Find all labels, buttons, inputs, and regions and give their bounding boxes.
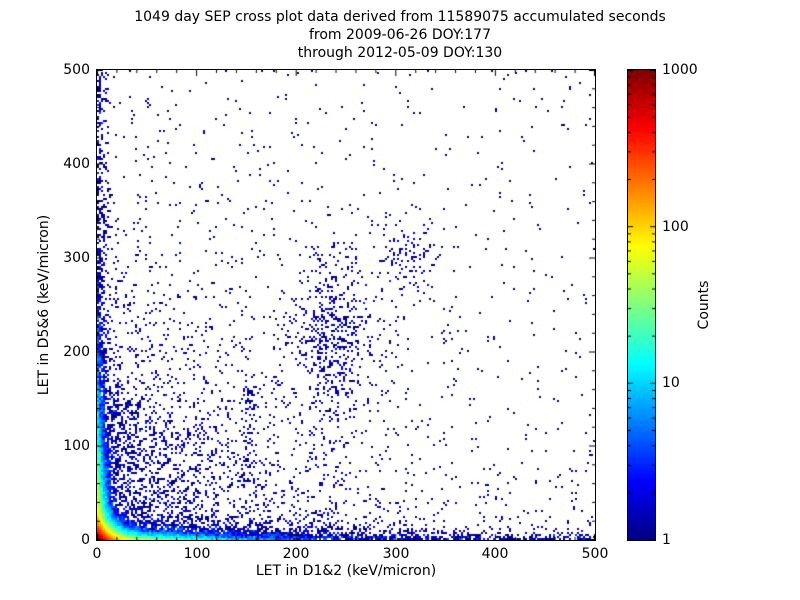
y-tick-label: 300	[63, 250, 90, 266]
y-tick-label: 200	[63, 344, 90, 360]
colorbar-gradient-canvas	[628, 70, 655, 540]
chart-subtitle-from: from 2009-06-26 DOY:177	[308, 27, 491, 43]
colorbar-tick-label: 100	[662, 219, 689, 235]
scatter-density-canvas	[97, 70, 595, 540]
x-tick-label: 500	[581, 546, 609, 562]
y-tick-label: 0	[81, 532, 90, 548]
y-axis-label: LET in D5&6 (keV/micron)	[36, 214, 52, 396]
colorbar-tick-label: 10	[662, 375, 680, 391]
x-tick-label: 400	[481, 546, 509, 562]
colorbar	[627, 69, 656, 541]
colorbar-tick-label: 1000	[662, 62, 698, 78]
plot-area	[96, 69, 596, 541]
colorbar-axis-label: Counts	[696, 280, 712, 330]
x-tick-label: 300	[382, 546, 410, 562]
y-tick-label: 500	[63, 62, 90, 78]
colorbar-tick-label: 1	[662, 532, 671, 548]
y-tick-label: 400	[63, 156, 90, 172]
x-tick-label: 100	[183, 546, 211, 562]
chart-title: 1049 day SEP cross plot data derived fro…	[134, 9, 666, 25]
x-tick-label: 0	[92, 546, 102, 562]
x-tick-label: 200	[282, 546, 310, 562]
y-tick-label: 100	[63, 438, 90, 454]
x-axis-label: LET in D1&2 (keV/micron)	[255, 563, 437, 579]
chart-subtitle-through: through 2012-05-09 DOY:130	[297, 45, 503, 61]
